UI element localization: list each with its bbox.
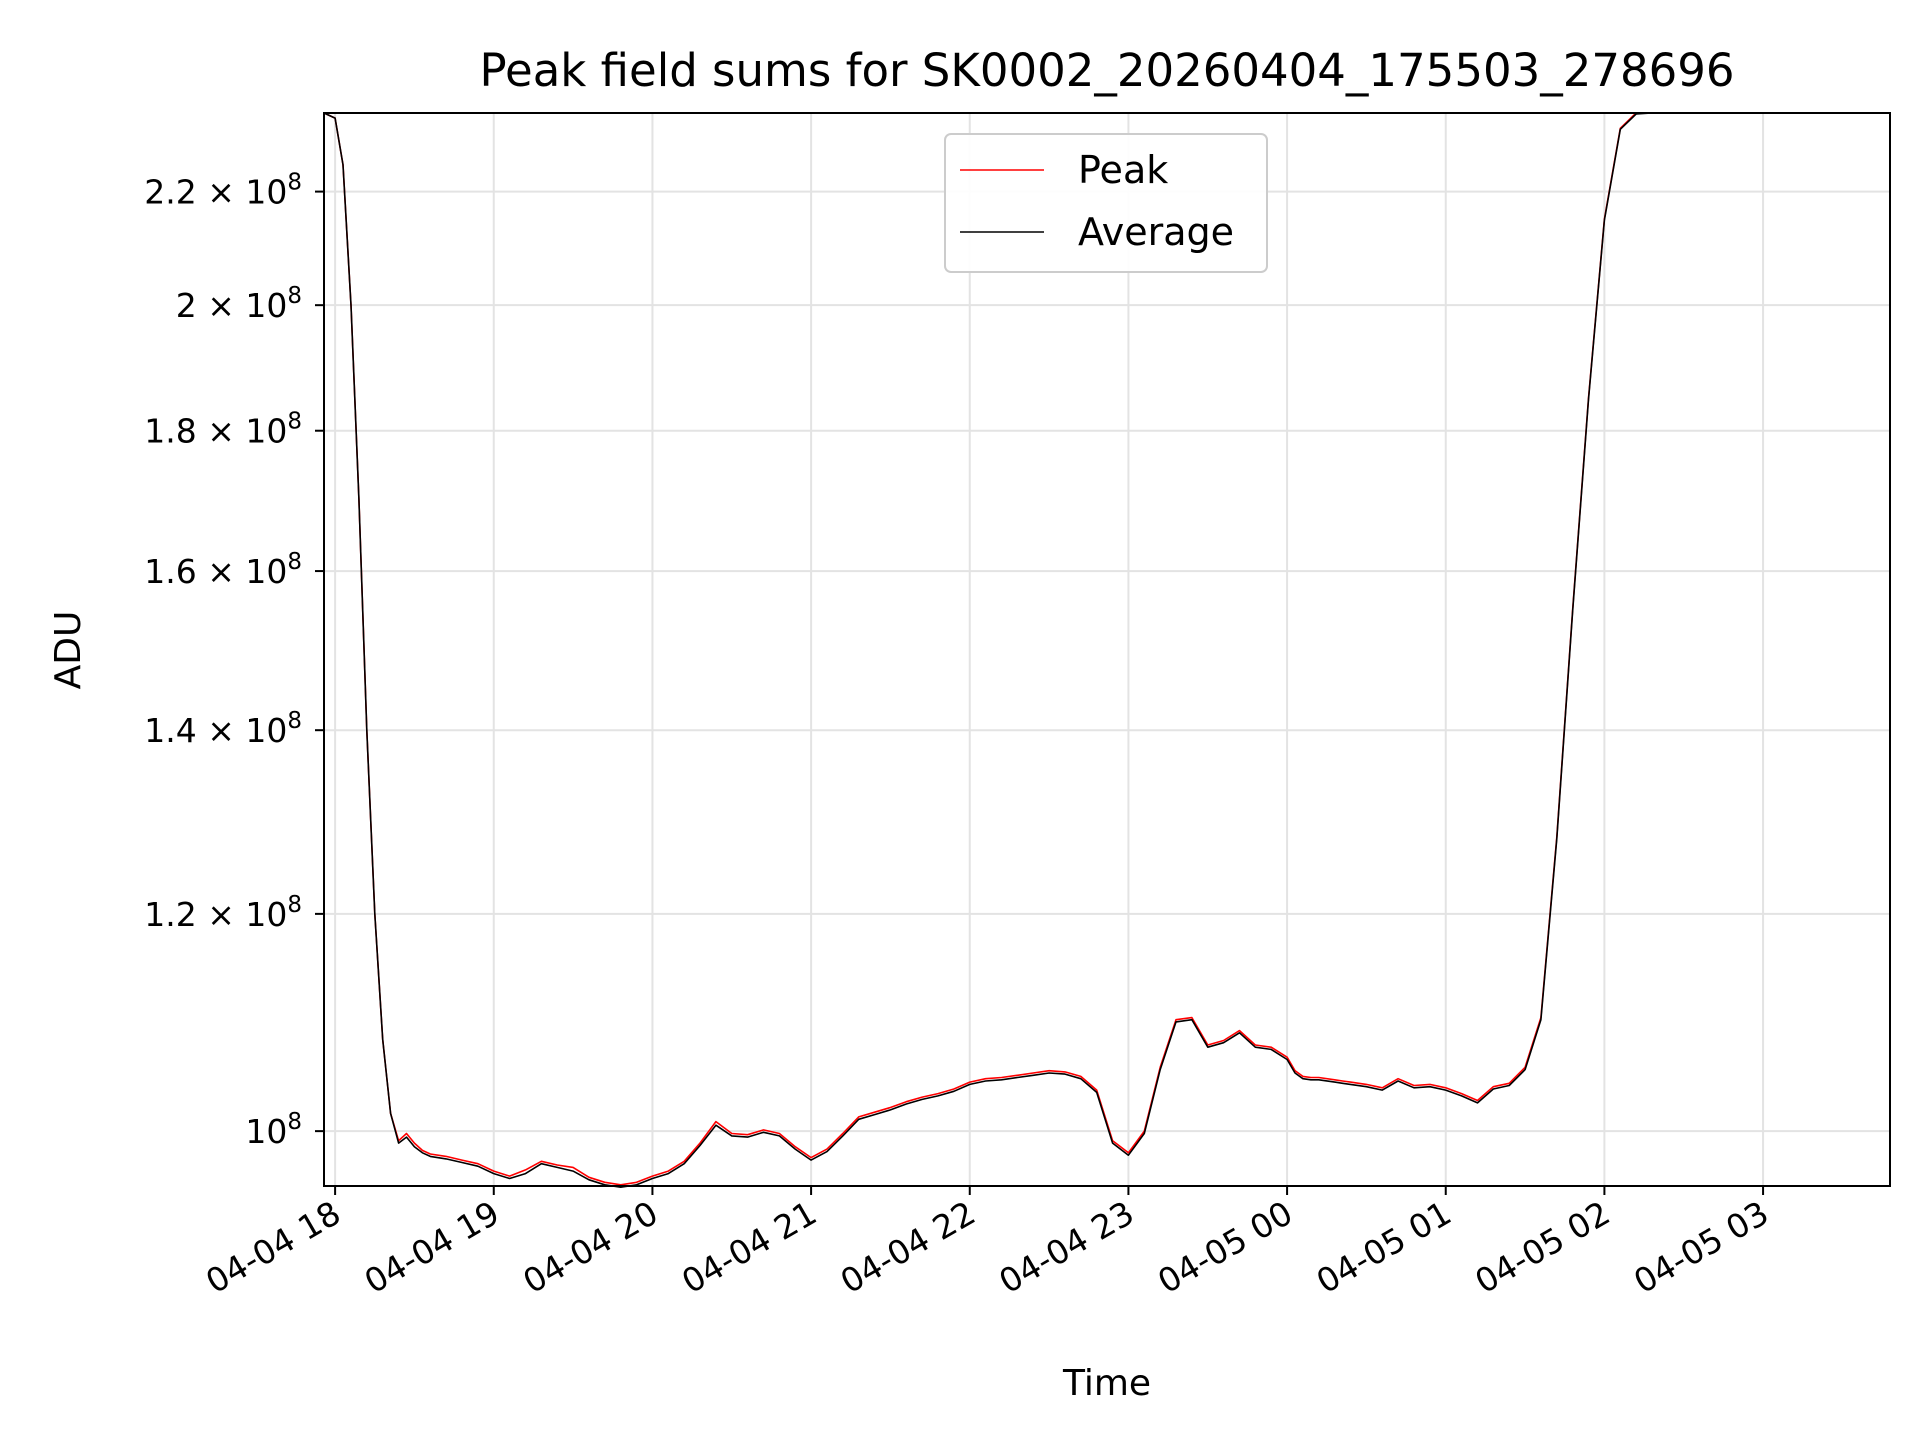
- y-tick-label: 1.2 × 108: [144, 892, 302, 934]
- x-axis-label: Time: [1062, 1363, 1151, 1404]
- average-series-line: [323, 112, 1668, 1188]
- y-tick-exponent: 8: [287, 1109, 302, 1135]
- y-axis-label: ADU: [48, 611, 89, 690]
- plot-lines: [323, 112, 1668, 1188]
- axes-frame: [323, 112, 1891, 1187]
- y-tick-exponent: 8: [287, 283, 302, 309]
- y-tick-exponent: 8: [287, 892, 302, 918]
- y-tick-exponent: 8: [287, 708, 302, 734]
- y-tick-exponent: 8: [287, 170, 302, 196]
- y-tick-label: 2.2 × 108: [144, 170, 302, 212]
- chart-title: Peak field sums for SK0002_20260404_1755…: [480, 44, 1735, 97]
- legend: Peak Average: [944, 133, 1268, 273]
- legend-average-label: Average: [1078, 210, 1234, 254]
- y-tick-exponent: 8: [287, 409, 302, 435]
- y-tick-label: 1.4 × 108: [144, 708, 302, 750]
- y-tick-label: 1.8 × 108: [144, 409, 302, 451]
- peak-series-line: [323, 112, 1668, 1186]
- y-tick-exponent: 8: [287, 549, 302, 575]
- legend-peak-label: Peak: [1078, 148, 1168, 192]
- legend-box: [944, 133, 1268, 273]
- y-tick-label: 2 × 108: [176, 283, 302, 325]
- y-tick-label: 1.6 × 108: [144, 549, 302, 591]
- grid: [324, 113, 1890, 1186]
